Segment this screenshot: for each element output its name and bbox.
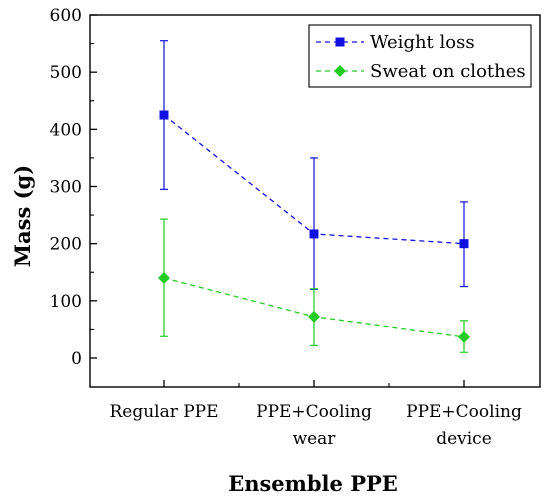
data-point [159, 110, 169, 120]
y-tick-label: 100 [50, 292, 82, 312]
x-tick-label: device [436, 429, 492, 449]
data-point [309, 229, 319, 239]
y-tick-label: 400 [50, 120, 82, 140]
y-tick-label: 300 [50, 178, 82, 198]
y-axis-title: Mass (g) [10, 165, 35, 267]
x-tick-label: PPE+Cooling [406, 402, 522, 422]
data-point [158, 271, 170, 284]
y-tick-label: 500 [50, 63, 82, 83]
legend-box [308, 24, 532, 88]
plot-area [89, 14, 541, 388]
x-tick-label: wear [293, 429, 337, 449]
legend-marker [334, 65, 346, 77]
data-point [459, 239, 469, 249]
x-tick-label: Regular PPE [109, 402, 218, 422]
axes: 0 100 200 300 400 500 600 Regular PPE PPE+Coolin… [50, 6, 522, 449]
legend-marker [335, 37, 345, 47]
y-tick-label: 0 [71, 349, 82, 369]
data-point [308, 310, 320, 323]
legend-label: Sweat on clothes [370, 61, 526, 82]
series-layer [158, 40, 470, 353]
data-point [458, 330, 470, 343]
plot-frame [89, 14, 541, 388]
y-tick-label: 200 [50, 235, 82, 255]
x-tick-label: PPE+Cooling [256, 402, 372, 422]
legend: Weight loss Sweat on clothes [308, 24, 532, 88]
x-axis-title: Ensemble PPE [228, 471, 398, 496]
series-0 [159, 40, 469, 290]
legend-label: Weight loss [370, 32, 475, 53]
y-tick-label: 600 [50, 6, 82, 26]
series-1 [158, 218, 470, 353]
